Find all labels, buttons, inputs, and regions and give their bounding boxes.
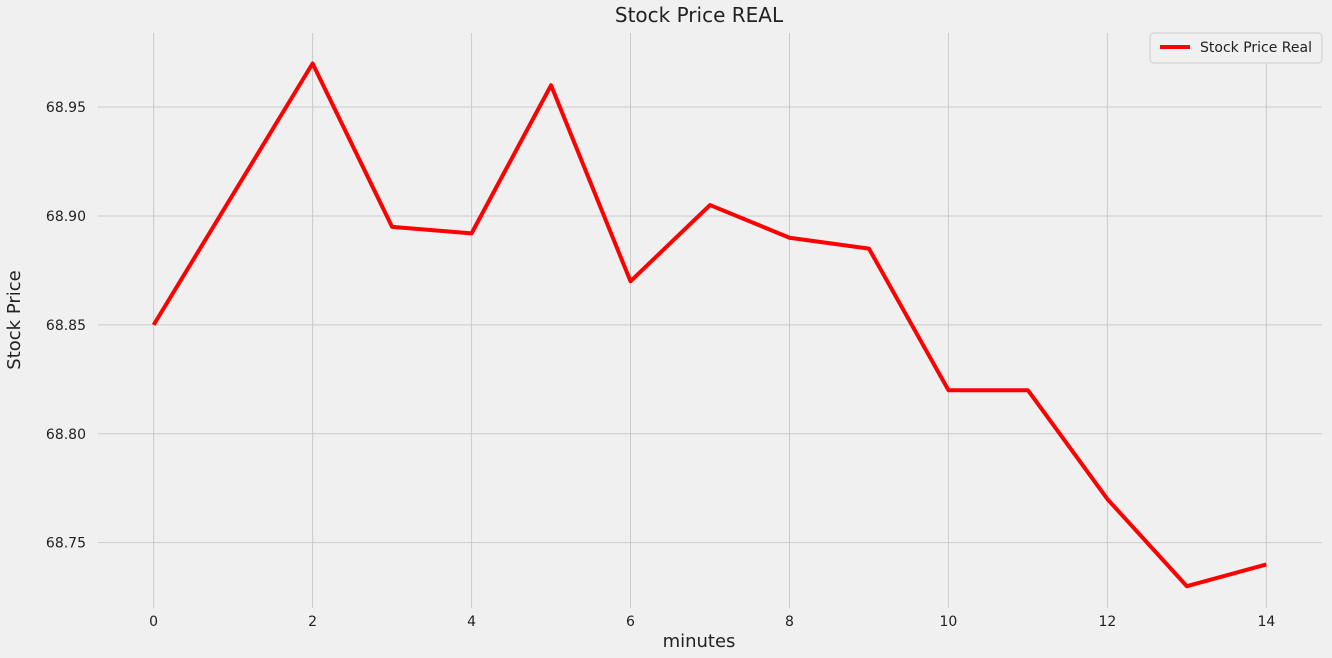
y-tick-label: 68.80 (46, 427, 86, 443)
x-tick-label: 10 (940, 614, 958, 630)
y-tick-label: 68.95 (46, 100, 86, 116)
x-tick-label: 2 (308, 614, 317, 630)
series-lines (151, 61, 1267, 589)
chart-title: Stock Price REAL (615, 3, 784, 27)
x-tick-label: 8 (785, 614, 794, 630)
x-tick-label: 12 (1098, 614, 1116, 630)
y-tick-label: 68.85 (46, 318, 86, 334)
x-tick-label: 6 (626, 614, 635, 630)
x-axis-label: minutes (663, 631, 736, 652)
y-tick-label: 68.90 (46, 209, 86, 225)
legend-entry: Stock Price Real (1200, 40, 1312, 56)
y-tick-label: 68.75 (46, 536, 86, 552)
legend: Stock Price Real (1149, 32, 1323, 64)
x-tick-label: 4 (467, 614, 476, 630)
x-tick-label: 14 (1257, 614, 1275, 630)
y-tick-labels: 68.75 68.80 68.85 68.90 68.95 (46, 100, 86, 552)
x-tick-labels: 0 2 4 6 8 10 12 14 (149, 614, 1275, 630)
x-tick-label: 0 (149, 614, 158, 630)
grid (98, 33, 1322, 608)
legend-box (1149, 32, 1323, 64)
y-axis-label: Stock Price (4, 270, 25, 369)
